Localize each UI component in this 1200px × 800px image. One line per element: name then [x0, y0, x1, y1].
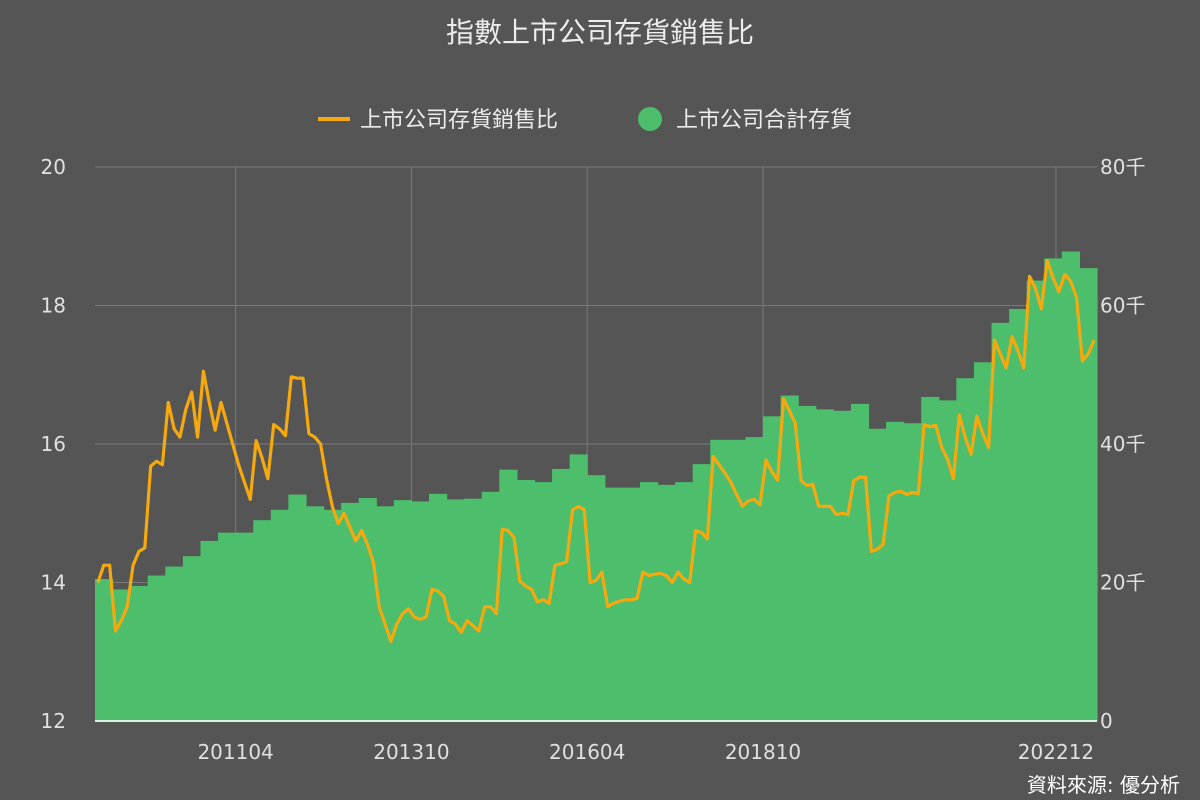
x-tick-label: 202212 — [1018, 740, 1094, 764]
inventory-bar — [868, 428, 887, 721]
inventory-bar — [516, 480, 536, 721]
inventory-bar — [270, 509, 289, 721]
inventory-bar — [815, 409, 834, 721]
inventory-bar — [165, 566, 184, 721]
inventory-bar — [499, 469, 518, 721]
ratio-line — [96, 258, 1096, 643]
inventory-bar — [1026, 280, 1045, 721]
inventory-bar — [218, 532, 237, 721]
inventory-bar — [798, 405, 817, 721]
inventory-bar — [341, 502, 360, 721]
inventory-bar — [675, 482, 694, 721]
inventory-bar — [253, 520, 272, 721]
y-right-tick-label: 20千 — [1100, 571, 1145, 595]
y-right-tick-label: 60千 — [1100, 294, 1145, 318]
x-tick-label: 201104 — [197, 740, 273, 764]
inventory-bar — [639, 482, 659, 721]
inventory-bar — [780, 395, 799, 721]
y-left-tick-label: 16 — [41, 432, 66, 456]
inventory-bars — [95, 251, 1098, 722]
inventory-bar — [833, 410, 852, 721]
x-tick-label: 201310 — [373, 740, 449, 764]
inventory-bar — [745, 437, 764, 721]
inventory-bar — [411, 501, 430, 721]
inventory-bar — [973, 362, 993, 721]
inventory-bar — [903, 423, 922, 721]
y-axis-right: 0 20千 40千 60千 80千 — [1100, 155, 1145, 733]
inventory-bar — [921, 396, 940, 721]
legend: 上市公司存貨銷售比 上市公司合計存貨 — [318, 107, 852, 133]
inventory-bar — [727, 439, 747, 721]
legend-bar-swatch — [638, 107, 662, 131]
inventory-bar — [305, 506, 325, 721]
inventory-bar — [850, 403, 870, 721]
inventory-bar — [323, 509, 342, 721]
inventory-bar — [587, 475, 606, 721]
x-tick-label: 201604 — [549, 740, 625, 764]
inventory-bar — [1009, 308, 1028, 721]
inventory-bar — [692, 464, 711, 721]
inventory-bar — [429, 493, 448, 721]
inventory-bar — [112, 589, 131, 721]
inventory-bar — [200, 540, 219, 721]
legend-label-inventory: 上市公司合計存貨 — [676, 108, 852, 133]
inventory-bar — [1044, 258, 1063, 721]
inventory-bar — [710, 439, 729, 721]
inventory-bar — [464, 498, 483, 721]
inventory-bar — [393, 500, 413, 721]
inventory-bar — [886, 421, 905, 721]
x-axis: 201104 201310 201604 201810 202212 — [197, 740, 1094, 764]
source-note: 資料來源: 優分析 — [1027, 773, 1180, 797]
inventory-bar — [235, 532, 254, 721]
legend-label-ratio: 上市公司存貨銷售比 — [360, 108, 558, 133]
inventory-bar — [1061, 251, 1081, 722]
x-tick-label: 201810 — [725, 740, 801, 764]
inventory-bar — [938, 400, 957, 721]
inventory-bar — [763, 416, 782, 721]
y-right-tick-label: 0 — [1100, 709, 1113, 733]
inventory-bar — [569, 454, 588, 721]
y-left-tick-label: 12 — [41, 709, 66, 733]
y-left-tick-label: 20 — [41, 155, 66, 179]
y-right-tick-label: 40千 — [1100, 432, 1145, 456]
inventory-bar — [657, 484, 676, 721]
chart-title: 指數上市公司存貨銷售比 — [446, 16, 754, 49]
ratio-line-path — [96, 258, 1096, 643]
y-left-tick-label: 14 — [41, 571, 66, 595]
inventory-bar — [446, 499, 465, 721]
y-right-tick-label: 80千 — [1100, 155, 1145, 179]
inventory-bar — [376, 506, 395, 721]
inventory-bar — [182, 556, 202, 721]
y-axis-left: 12 14 16 18 20 — [41, 155, 66, 733]
inventory-bar — [991, 322, 1010, 721]
inventory-bar — [288, 494, 307, 721]
y-left-tick-label: 18 — [41, 294, 66, 318]
inventory-bar — [956, 378, 975, 721]
inventory-bar — [1079, 268, 1098, 721]
inventory-bar — [622, 487, 641, 721]
inventory-bar — [147, 575, 166, 721]
inventory-bar — [552, 468, 571, 721]
inventory-bar — [130, 585, 149, 721]
inventory-bar — [95, 579, 114, 721]
